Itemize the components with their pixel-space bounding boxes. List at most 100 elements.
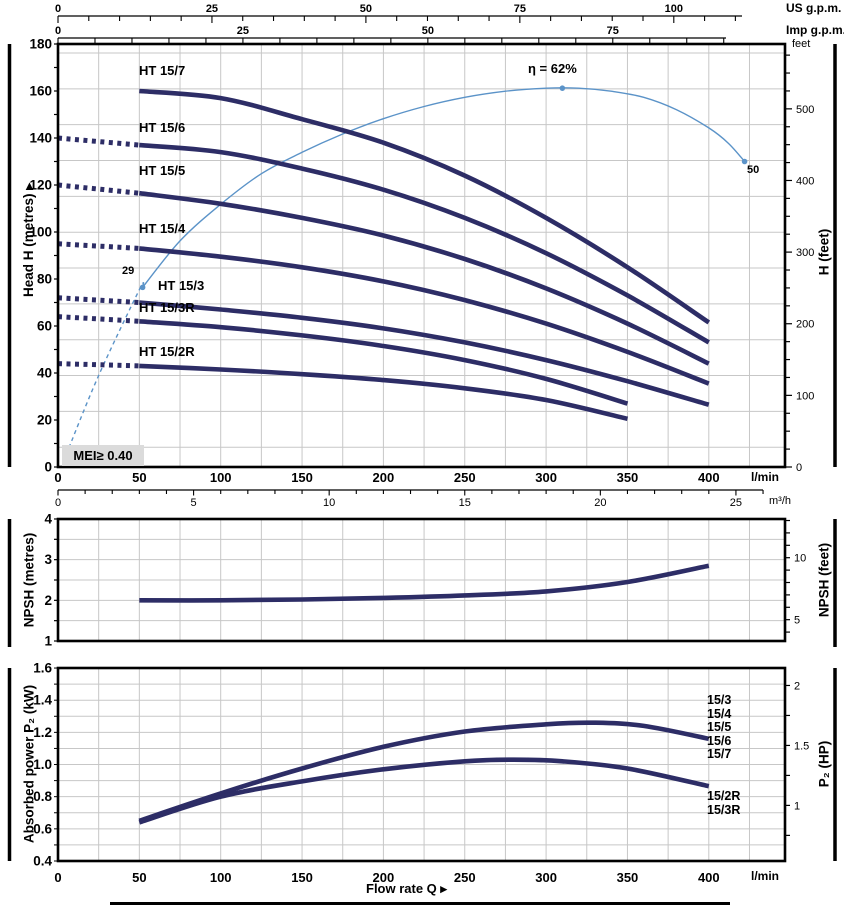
head-curve-4: [139, 300, 710, 407]
power-hp-tick-label: 1.5: [794, 740, 809, 752]
head-ft-tick-label: 100: [796, 390, 814, 402]
power-curve-1: [138, 757, 710, 825]
head-ft-tick-label: 400: [796, 175, 814, 187]
npsh-ft-tick-label: 5: [794, 615, 800, 627]
power-lmin-tick-label: 250: [454, 870, 476, 885]
power-lmin-tick-label: 400: [698, 870, 720, 885]
m3h-tick-label: 25: [730, 497, 742, 509]
curve-label-ht15-6: HT 15/6: [139, 120, 186, 135]
head-curve-0: [139, 88, 711, 325]
head-ft-tick-label: 0: [796, 462, 802, 474]
power-lmin-tick-label: 100: [210, 870, 232, 885]
power-lmin-tick-label: 0: [54, 870, 61, 885]
imp-gpm-tick-label: 50: [422, 25, 434, 37]
m3h-tick-label: 20: [594, 497, 606, 509]
head-lmin-tick-label: 350: [617, 470, 639, 485]
us-gpm-tick-label: 75: [514, 3, 526, 15]
npsh-y-tick-label: 1: [44, 634, 52, 649]
power-hp-tick-label: 2: [794, 680, 800, 692]
head-ft-tick-label: 200: [796, 319, 814, 331]
head-y-tick-label: 140: [29, 131, 52, 146]
head-curve-3: [139, 246, 710, 386]
lmin-unit-label-bottom: l/min: [751, 869, 780, 883]
power-y-tick-label: 0.8: [33, 789, 52, 804]
head-y-tick-label: 40: [37, 366, 52, 381]
power-lmin-tick-label: 300: [535, 870, 557, 885]
curve-label-ht15-2r: HT 15/2R: [139, 344, 195, 359]
power-label-15-5: 15/5: [707, 720, 732, 734]
head-lmin-tick-label: 50: [132, 470, 146, 485]
power-group2-labels: 15/2R 15/3R: [707, 789, 741, 817]
power-lmin-tick-label: 150: [291, 870, 313, 885]
power-group1-labels: 15/3 15/4 15/5 15/6 15/7: [707, 693, 732, 762]
power-y-tick-label: 0.4: [33, 854, 52, 869]
head-y-tick-label: 180: [29, 37, 52, 52]
head-curve-dotted-2: [57, 182, 140, 196]
power-label-15-4: 15/4: [707, 706, 732, 721]
us-gpm-tick-label: 100: [665, 3, 683, 15]
head-curve-1: [139, 142, 710, 345]
head-ft-tick-label: 300: [796, 247, 814, 259]
head-lmin-tick-label: 300: [535, 470, 557, 485]
m3h-tick-label: 0: [55, 497, 61, 509]
head-ft-tick-label: 500: [796, 104, 814, 116]
mei-badge: MEI≥ 0.40: [62, 445, 144, 466]
npsh-left-axis-title: NPSH (metres): [21, 532, 37, 628]
power-label-15-6: 15/6: [707, 733, 732, 748]
power-lmin-tick-label: 200: [373, 870, 395, 885]
head-y-tick-label: 100: [29, 225, 52, 240]
npsh-y-tick-label: 3: [44, 552, 52, 567]
head-lmin-tick-label: 250: [454, 470, 476, 485]
efficiency-peak-label: η = 62%: [528, 61, 577, 76]
power-y-tick-label: 1.4: [33, 693, 52, 708]
head-y-tick-label: 80: [37, 272, 52, 287]
npsh-ft-tick-label: 10: [794, 553, 806, 565]
head-axis-title: Head H (metres) ▸: [21, 183, 37, 297]
power-left-axis-title: Absorbed power P₂ (kW): [21, 684, 37, 844]
power-y-tick-label: 1.0: [33, 757, 52, 772]
imp-gpm-tick-label: 0: [55, 25, 61, 37]
efficiency-curve: [142, 87, 746, 288]
imp-gpm-unit-label: Imp g.p.m.: [786, 23, 844, 37]
lmin-unit-label-top: l/min: [751, 470, 780, 484]
power-y-tick-label: 1.6: [33, 661, 52, 676]
curve-label-ht15-7: HT 15/7: [139, 63, 186, 78]
head-y-tick-label: 0: [44, 460, 52, 475]
head-curve-6: [139, 363, 629, 422]
power-label-15-3: 15/3: [707, 693, 732, 707]
npsh-y-tick-label: 4: [44, 511, 52, 526]
head-lmin-tick-label: 100: [210, 470, 232, 485]
imp-gpm-tick-label: 25: [237, 25, 249, 37]
flow-rate-title-text: Flow rate Q: [366, 881, 437, 896]
power-label-15-3r: 15/3R: [707, 802, 741, 817]
power-lmin-tick-label: 350: [617, 870, 639, 885]
head-curve-dotted-1: [57, 135, 140, 148]
head-y-tick-label: 160: [29, 84, 52, 99]
efficiency-start-label: 29: [122, 265, 135, 277]
npsh-curve: [139, 563, 710, 603]
curve-label-ht15-3: HT 15/3: [158, 278, 205, 293]
curve-label-ht15-3r: HT 15/3R: [139, 300, 195, 315]
us-gpm-tick-label: 0: [55, 3, 61, 15]
head-y-tick-label: 120: [29, 178, 52, 193]
head-y-tick-label: 60: [37, 319, 52, 334]
m3h-unit-label: m³/h: [769, 495, 791, 507]
efficiency-marker-0: [139, 284, 146, 291]
head-curve-5: [139, 319, 629, 406]
m3h-tick-label: 10: [323, 497, 335, 509]
power-hp-tick-label: 1: [794, 800, 800, 812]
efficiency-marker-2: [741, 158, 748, 165]
right-arrow-icon: ▸: [440, 881, 447, 896]
imp-gpm-tick-label: 75: [607, 25, 619, 37]
head-lmin-tick-label: 400: [698, 470, 720, 485]
head-lmin-tick-label: 150: [291, 470, 313, 485]
power-label-15-7: 15/7: [707, 747, 732, 761]
head-curve-2: [138, 190, 710, 366]
power-y-tick-label: 0.6: [33, 821, 52, 836]
npsh-right-axis-title: NPSH (feet): [816, 542, 832, 618]
curve-label-ht15-5: HT 15/5: [139, 163, 186, 178]
efficiency-curve-dashed: [65, 281, 145, 456]
up-arrow-icon: ▸: [21, 182, 36, 190]
us-gpm-tick-label: 50: [360, 3, 372, 15]
